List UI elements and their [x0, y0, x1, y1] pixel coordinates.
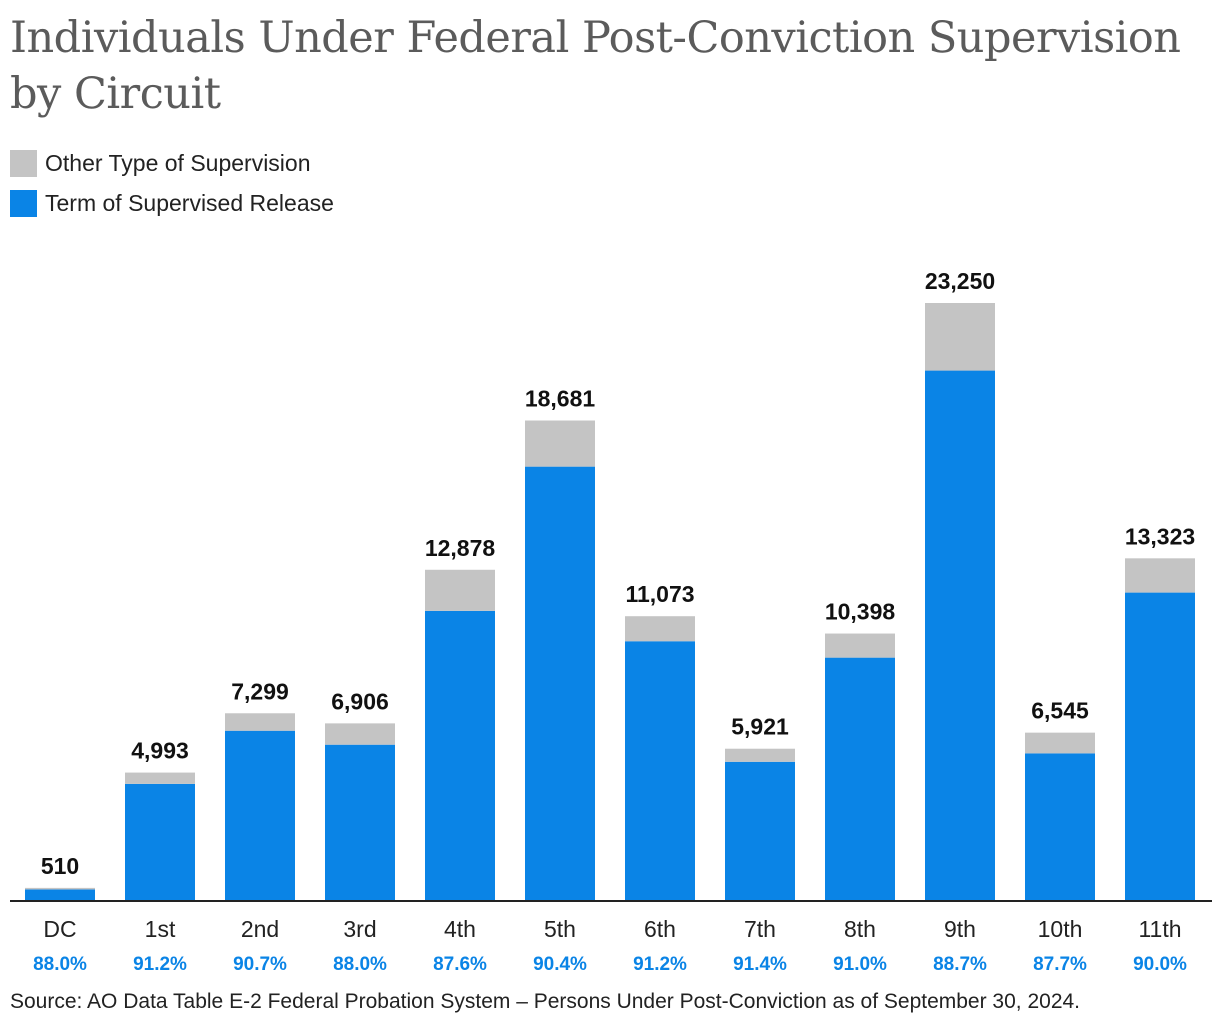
category-label-9th: 9th: [944, 916, 976, 942]
bar-tsr-4th: [425, 610, 495, 901]
bar-tsr-6th: [625, 641, 695, 901]
percent-label-7th: 91.4%: [733, 954, 787, 975]
category-label-11th: 11th: [1138, 916, 1181, 942]
category-label-1st: 1st: [145, 916, 176, 942]
bar-other-5th: [525, 420, 595, 467]
percent-label-6th: 91.2%: [633, 954, 687, 975]
total-label-9th: 23,250: [925, 268, 995, 294]
total-label-5th: 18,681: [525, 386, 596, 412]
total-label-7th: 5,921: [731, 714, 789, 740]
percent-label-9th: 88.7%: [933, 954, 987, 975]
percent-label-1st: 91.2%: [133, 954, 187, 975]
category-label-2nd: 2nd: [241, 916, 279, 942]
percent-label-3rd: 88.0%: [333, 954, 387, 975]
bar-other-6th: [625, 616, 695, 642]
total-label-10th: 6,545: [1031, 698, 1089, 724]
bar-tsr-9th: [925, 370, 995, 901]
total-label-2nd: 7,299: [231, 678, 289, 704]
category-label-6th: 6th: [644, 916, 676, 942]
percent-label-10th: 87.7%: [1033, 954, 1087, 975]
percent-label-5th: 90.4%: [533, 954, 587, 975]
percent-label-2nd: 90.7%: [233, 954, 287, 975]
source-note: Source: AO Data Table E-2 Federal Probat…: [10, 990, 1081, 1013]
bar-tsr-3rd: [325, 744, 395, 901]
total-label-1st: 4,993: [131, 738, 189, 764]
category-label-DC: DC: [43, 916, 76, 942]
bar-tsr-11th: [1125, 592, 1195, 901]
bar-other-4th: [425, 569, 495, 611]
legend-label-other: Other Type of Supervision: [45, 149, 311, 176]
bar-other-8th: [825, 633, 895, 658]
bar-tsr-DC: [25, 889, 95, 901]
bar-other-10th: [1025, 732, 1095, 754]
bar-tsr-5th: [525, 466, 595, 901]
bar-tsr-10th: [1025, 753, 1095, 901]
total-label-3rd: 6,906: [331, 688, 389, 714]
bar-other-DC: [25, 887, 95, 890]
bar-tsr-1st: [125, 783, 195, 901]
category-label-5th: 5th: [544, 916, 576, 942]
legend-swatch-tsr: [10, 189, 37, 217]
percent-label-8th: 91.0%: [833, 954, 887, 975]
bar-other-2nd: [225, 713, 295, 731]
category-label-7th: 7th: [744, 916, 776, 942]
legend-label-tsr: Term of Supervised Release: [45, 189, 334, 216]
total-label-8th: 10,398: [825, 599, 896, 625]
category-label-4th: 4th: [444, 916, 476, 942]
bar-tsr-7th: [725, 761, 795, 901]
category-label-3rd: 3rd: [343, 916, 376, 942]
bar-tsr-2nd: [225, 730, 295, 901]
bar-other-1st: [125, 772, 195, 784]
category-label-10th: 10th: [1038, 916, 1083, 942]
legend-swatch-other: [10, 149, 37, 177]
chart-title: Individuals Under Federal Post-Convictio…: [10, 13, 1181, 119]
total-label-DC: 510: [41, 853, 79, 879]
total-label-11th: 13,323: [1125, 523, 1195, 549]
bar-chart: 510 DC 88.0% 4,993 1st 91.2% 7,299 2nd 90.7% 6,90…: [10, 268, 1212, 975]
bar-other-7th: [725, 748, 795, 762]
legend: Other Type of Supervision Term of Superv…: [10, 143, 334, 223]
percent-label-11th: 90.0%: [1133, 954, 1187, 975]
bar-other-3rd: [325, 723, 395, 745]
percent-label-DC: 88.0%: [33, 954, 87, 975]
total-label-6th: 11,073: [625, 581, 694, 607]
category-label-8th: 8th: [844, 916, 876, 942]
total-label-4th: 12,878: [425, 535, 496, 561]
bar-other-9th: [925, 303, 995, 371]
bar-other-11th: [1125, 558, 1195, 593]
bar-tsr-8th: [825, 657, 895, 901]
legend-item-tsr: Term of Supervised Release: [10, 183, 334, 223]
legend-item-other: Other Type of Supervision: [10, 143, 334, 183]
percent-label-4th: 87.6%: [433, 954, 487, 975]
